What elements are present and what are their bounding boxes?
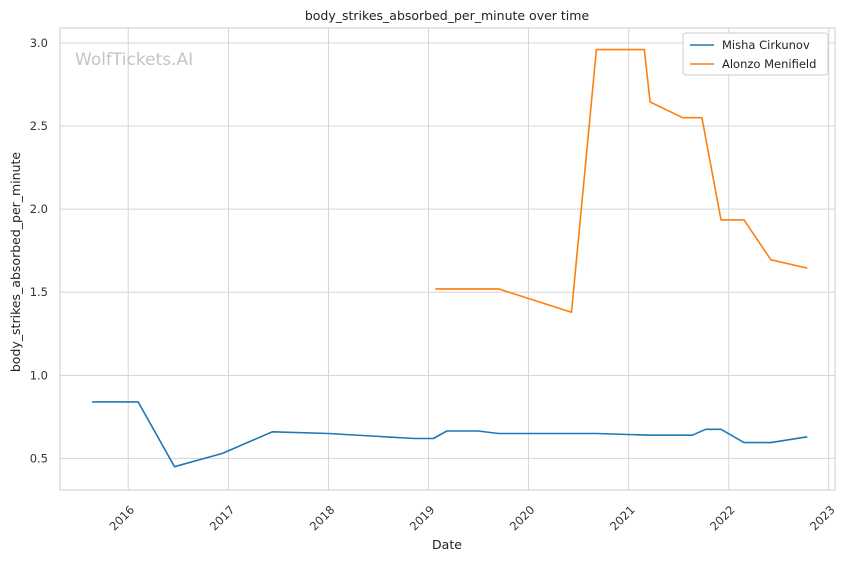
- y-tick-label: 3.0: [30, 36, 48, 50]
- y-tick-label: 0.5: [30, 451, 48, 465]
- plot-frame: [59, 27, 836, 491]
- legend: Misha Cirkunov Alonzo Menifield: [682, 32, 829, 76]
- legend-label-alonzo-menifield: Alonzo Menifield: [722, 57, 816, 71]
- y-tick-label: 2.5: [30, 119, 48, 133]
- y-tick-labels: 0.5 1.0 1.5 2.0 2.5 3.0: [30, 36, 48, 465]
- chart-title: body_strikes_absorbed_per_minute over ti…: [305, 8, 590, 23]
- series-line-misha-cirkunov: [92, 401, 808, 468]
- y-tick-label: 1.5: [30, 285, 48, 299]
- y-tick-label: 2.0: [30, 202, 48, 216]
- legend-label-misha-cirkunov: Misha Cirkunov: [722, 38, 810, 52]
- legend-box: [682, 32, 829, 76]
- series-lines: [92, 48, 808, 468]
- y-axis-label: body_strikes_absorbed_per_minute: [8, 152, 23, 373]
- x-axis-label: Date: [432, 537, 462, 552]
- y-tick-label: 1.0: [30, 368, 48, 382]
- series-line-alonzo-menifield: [435, 48, 808, 313]
- watermark: WolfTickets.AI: [75, 50, 193, 70]
